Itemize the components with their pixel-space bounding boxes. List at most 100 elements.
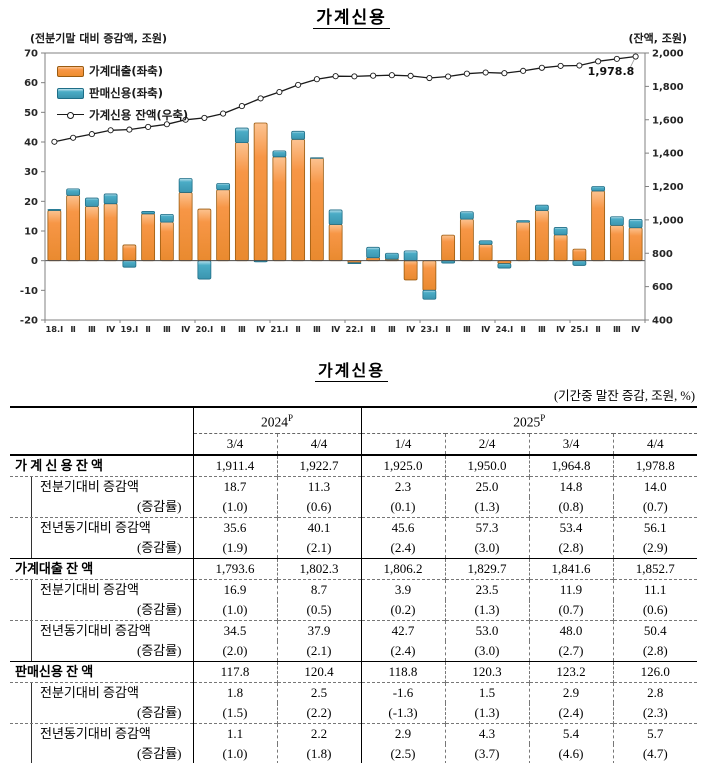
value-cell: 45.6 <box>360 516 446 538</box>
value-cell: 1,925.0 <box>360 454 446 476</box>
table-row: 전분기대비 증감액 18.7 11.3 2.3 25.0 14.8 14.0 <box>10 475 698 497</box>
left-axis-tick: 50 <box>24 108 38 119</box>
value-cell: 1,978.8 <box>612 454 698 476</box>
left-axis-title: (전분기말 대비 증감액, 조원) <box>30 32 168 45</box>
value-cell: 42.7 <box>360 619 446 641</box>
x-axis-tick: Ⅳ <box>106 324 116 334</box>
balance-marker <box>88 131 95 138</box>
value-cell: (2.9) <box>612 537 698 558</box>
row-label: (증감률) <box>10 599 193 621</box>
table-header-year-row: 2024P 2025P <box>10 406 698 456</box>
row-label: 전분기대비 증감액 <box>10 578 193 600</box>
value-cell: (0.6) <box>612 599 698 620</box>
x-axis-tick: Ⅳ <box>406 324 416 334</box>
balance-marker <box>145 123 152 130</box>
table-row: 전분기대비 증감액 1.8 2.5 -1.6 1.5 2.9 2.8 <box>10 681 698 703</box>
value-cell: 1,802.3 <box>276 557 362 579</box>
table-row: (증감률) (1.9) (2.1) (2.4) (3.0) (2.8) (2.9) <box>10 537 698 558</box>
balance-line-marker-icon <box>57 110 84 120</box>
loan-bar <box>328 224 343 262</box>
row-label: (증감률) <box>10 702 193 724</box>
loan-bar <box>47 210 62 262</box>
x-axis-tick: Ⅱ <box>370 324 375 334</box>
value-cell: (4.6) <box>528 743 614 763</box>
left-axis-tick: 30 <box>24 167 38 178</box>
loan-bar <box>197 208 212 262</box>
credit-bar <box>572 260 587 266</box>
table-row: (증감률) (1.5) (2.2) (-1.3) (1.3) (2.4) (2.3) <box>10 702 698 724</box>
row-label: (증감률) <box>10 496 193 518</box>
credit-bar <box>553 227 568 236</box>
value-cell: 8.7 <box>276 578 362 600</box>
credit-bar <box>366 246 381 259</box>
x-axis-tick: Ⅳ <box>181 324 191 334</box>
balance-marker <box>51 138 58 145</box>
left-axis-tick: 0 <box>31 256 38 267</box>
x-axis-tick: Ⅱ <box>445 324 450 334</box>
left-axis-tick: 20 <box>24 197 38 208</box>
right-axis-tick: 1,800 <box>652 82 684 93</box>
value-cell: 11.3 <box>276 475 362 497</box>
credit-bar <box>84 197 99 207</box>
balance-marker <box>370 72 377 79</box>
value-cell: (2.0) <box>192 640 277 661</box>
balance-marker <box>201 114 208 121</box>
value-cell: 48.0 <box>528 619 614 641</box>
x-axis-tick: Ⅳ <box>556 324 566 334</box>
value-cell: 56.1 <box>612 516 698 538</box>
value-cell: 16.9 <box>192 578 277 600</box>
row-label: 전년동기대비 증감액 <box>10 516 193 538</box>
right-axis-tick: 1,200 <box>652 182 684 193</box>
balance-marker <box>351 73 358 80</box>
row-label: 판매신용 잔 액 <box>10 660 193 682</box>
loan-bar <box>478 243 493 262</box>
value-cell: 2.8 <box>612 681 698 703</box>
x-axis-tick: Ⅳ <box>256 324 266 334</box>
value-cell: (0.2) <box>360 599 446 620</box>
credit-bar <box>609 216 624 226</box>
balance-marker <box>445 73 452 80</box>
credit-bar <box>66 188 81 196</box>
credit-bar <box>309 157 324 159</box>
value-cell: (2.8) <box>612 640 698 661</box>
balance-marker <box>407 72 414 79</box>
loan-bar <box>609 224 624 262</box>
household-credit-table: 2024P 2025P 3/4 4/4 1/4 2/4 3/4 4/4 가 계 … <box>10 406 698 763</box>
balance-marker <box>538 64 545 71</box>
x-axis-tick: 23.Ⅰ <box>420 324 438 334</box>
value-cell: (2.8) <box>528 537 614 558</box>
balance-marker <box>463 70 470 77</box>
value-cell: (3.7) <box>444 743 530 763</box>
balance-marker <box>482 69 489 76</box>
value-cell: (2.7) <box>528 640 614 661</box>
loan-bar <box>178 192 193 262</box>
x-axis-tick: Ⅲ <box>163 324 171 334</box>
value-cell: 23.5 <box>444 578 530 600</box>
balance-marker <box>126 126 133 133</box>
left-axis-tick: -20 <box>20 316 38 327</box>
balance-marker <box>632 53 639 60</box>
balance-marker <box>163 121 170 128</box>
right-axis-title: (잔액, 조원) <box>628 32 687 45</box>
value-cell: 50.4 <box>612 619 698 641</box>
loan-bar <box>403 260 418 281</box>
credit-bar <box>216 183 231 191</box>
loan-bar <box>272 156 287 262</box>
value-cell: (0.1) <box>360 496 446 517</box>
value-cell: 40.1 <box>276 516 362 538</box>
loan-bar <box>84 205 99 262</box>
right-axis-tick: 600 <box>652 282 673 293</box>
table-row: 전년동기대비 증감액 35.6 40.1 45.6 57.3 53.4 56.1 <box>10 516 698 538</box>
balance-marker <box>520 67 527 74</box>
year-header-2025: 2025P <box>360 406 698 434</box>
table-row: 가 계 신 용 잔 액 1,911.4 1,922.7 1,925.0 1,950.0 1… <box>10 454 698 476</box>
value-cell: (2.4) <box>360 537 446 558</box>
value-cell: 2.3 <box>360 475 446 497</box>
value-cell: (1.0) <box>192 496 277 517</box>
value-cell: 120.3 <box>444 660 530 682</box>
value-cell: 120.4 <box>276 660 362 682</box>
credit-bar <box>234 127 249 143</box>
credit-bar <box>328 209 343 225</box>
loan-bar <box>422 260 437 291</box>
